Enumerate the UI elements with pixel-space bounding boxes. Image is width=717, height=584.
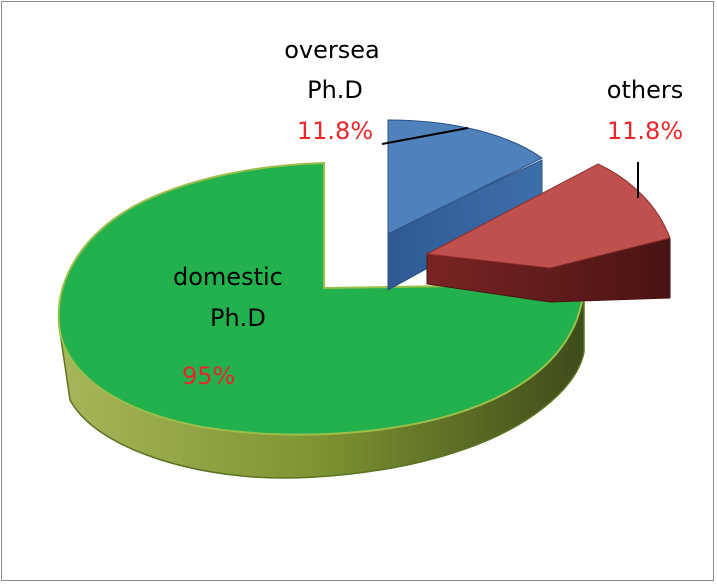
- label-others: others: [607, 76, 683, 104]
- label-oversea-line1: oversea: [284, 36, 380, 64]
- value-label-oversea: 11.8%: [297, 117, 373, 145]
- pie-slice-domestic-top: [57, 161, 586, 436]
- pie-slice-others-top: [425, 163, 671, 269]
- pie-slice-others: [425, 163, 671, 303]
- label-domestic-line1: domestic: [173, 263, 283, 291]
- leader-line-oversea: [381, 127, 469, 145]
- value-label-others: 11.8%: [607, 117, 683, 145]
- label-domestic-line2: Ph.D: [210, 304, 266, 332]
- pie-slice-oversea-top: [387, 119, 543, 235]
- label-oversea-line2: Ph.D: [307, 76, 363, 104]
- value-label-domestic: 95%: [182, 362, 235, 390]
- pie-slice-oversea: [387, 119, 543, 291]
- pie-slice-domestic: [57, 161, 586, 479]
